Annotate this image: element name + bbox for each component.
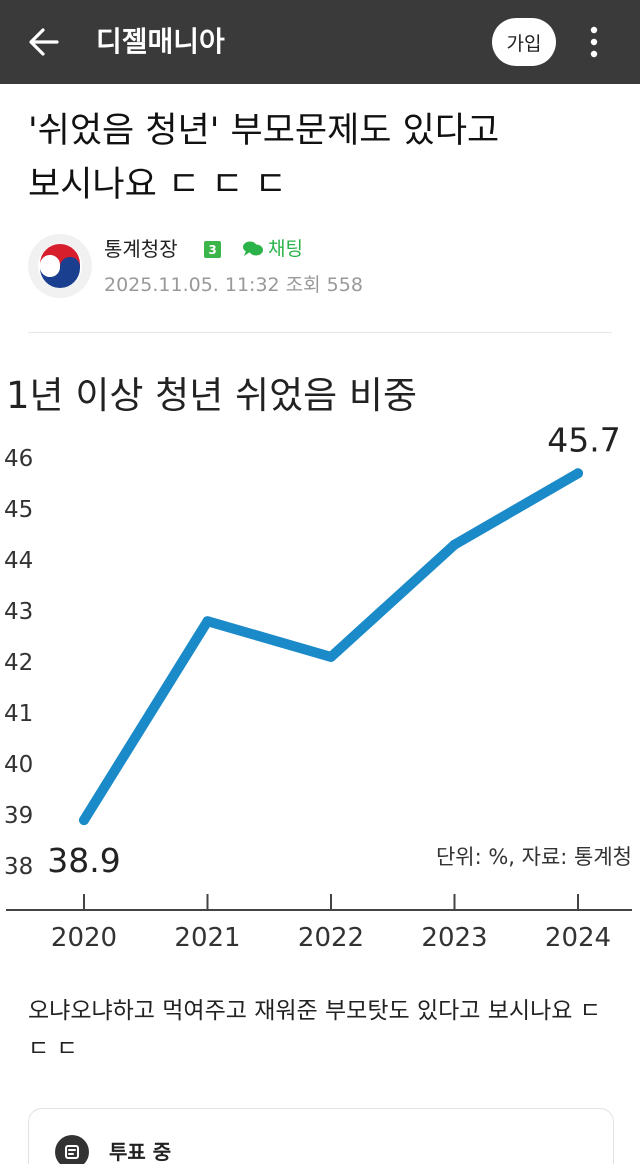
line-chart: 1년 이상 청년 쉬었음 비중 38 39 40 41 42 43 44 45 46 38.9 4… [4,374,632,953]
chat-label: 채팅 [268,238,303,260]
data-label: 45.7 [547,420,620,459]
data-label: 38.9 [47,841,120,880]
y-tick-label: 43 [4,599,33,625]
y-tick-label: 41 [4,701,33,727]
series-line [79,468,583,826]
more-vertical-icon [590,26,598,58]
y-tick-label: 39 [4,803,33,829]
y-tick-label: 42 [4,650,33,676]
y-tick-label: 45 [4,497,33,523]
top-app-bar: 디젤매니아 가입 [0,0,640,84]
taegeuk-logo-icon [38,244,82,288]
chart-title: 1년 이상 청년 쉬었음 비중 [6,374,417,417]
chat-button[interactable]: 채팅 [242,236,303,262]
vote-card[interactable]: 투표 중 [28,1108,614,1164]
author-avatar[interactable] [28,234,92,298]
back-button[interactable] [22,20,66,64]
vote-label: 투표 중 [109,1140,172,1164]
x-tick-label: 2022 [298,923,364,953]
data-point [79,815,89,826]
chart-source-note: 단위: %, 자료: 통계청 [436,845,632,869]
join-button[interactable]: 가입 [492,18,556,66]
x-tick-label: 2021 [174,923,240,953]
data-point [202,616,213,627]
data-point [573,468,583,479]
y-tick-label: 40 [4,752,33,778]
x-tick-label: 2020 [51,923,117,953]
more-menu-button[interactable] [578,20,610,64]
post-title: '쉬었음 청년' 부모문제도 있다고 보시나요 ㄷ ㄷ ㄷ [28,111,500,205]
app-title: 디젤매니아 [96,25,225,58]
chat-bubble-icon [243,241,263,256]
chart-image: 1년 이상 청년 쉬었음 비중 38 39 40 41 42 43 44 45 46 38.9 4… [0,346,640,966]
vote-icon [55,1135,89,1164]
post-views: 조회 558 [285,274,363,296]
level-badge: 3 [204,241,221,258]
post-body: 오냐오냐하고 먹여주고 재워준 부모탓도 있다고 보시나요 ㄷ ㄷ ㄷ [28,998,601,1062]
y-tick-label: 46 [4,446,33,472]
post-date: 2025.11.05. 11:32 [104,274,280,296]
x-tick-label: 2024 [545,923,611,953]
arrow-left-icon [29,28,59,56]
author-name[interactable]: 통계청장 [104,237,178,261]
y-tick-label: 44 [4,548,33,574]
y-tick-label: 38 [4,854,33,880]
data-point [326,651,336,662]
data-point [449,539,460,550]
post-meta: 2025.11.05. 11:32 조회 558 [104,272,363,298]
divider [28,332,612,333]
x-tick-label: 2023 [421,923,487,953]
